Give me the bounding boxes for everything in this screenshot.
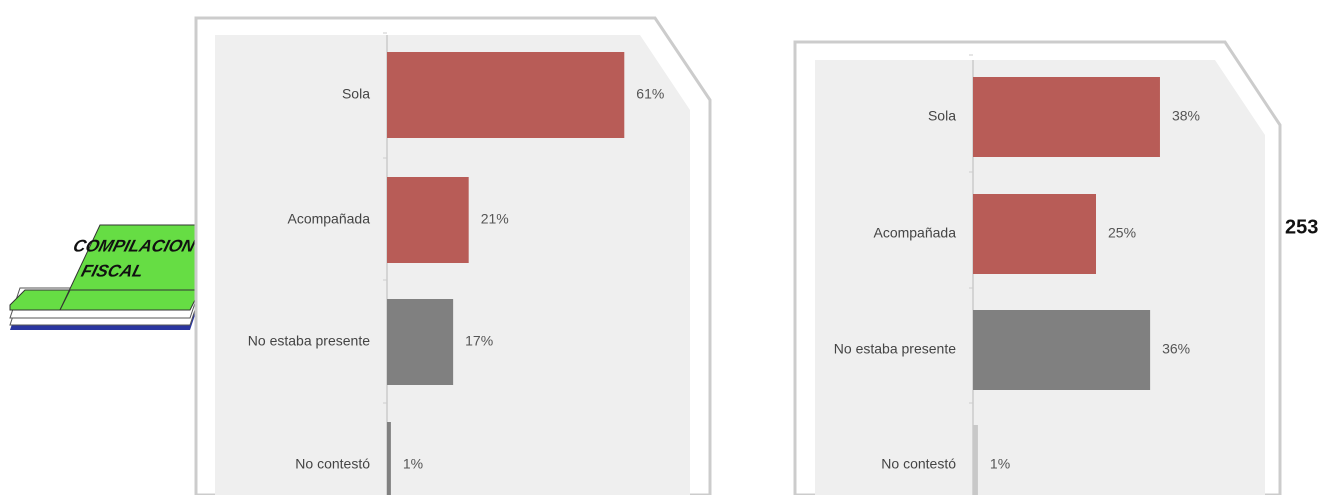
bar [387, 422, 391, 495]
page-number: 253 [1285, 216, 1318, 238]
bar [973, 77, 1160, 157]
logo: COMPILACION FISCAL [9, 224, 201, 330]
category-label: Sola [342, 86, 370, 102]
logo-text: COMPILACION [71, 236, 198, 256]
category-label: No estaba presente [834, 341, 956, 357]
bar [387, 299, 454, 385]
category-label: No estaba presente [248, 333, 370, 349]
value-label: 17% [465, 333, 493, 349]
bar [973, 310, 1151, 390]
value-label: 21% [481, 211, 509, 227]
value-label: 1% [403, 456, 423, 472]
value-label: 1% [990, 456, 1010, 472]
panel [215, 35, 690, 495]
logo-text: FISCAL [79, 261, 146, 281]
bar [387, 177, 469, 263]
value-label: 38% [1172, 108, 1200, 124]
value-label: 25% [1108, 225, 1136, 241]
category-label: Sola [928, 108, 956, 124]
value-label: 36% [1162, 341, 1190, 357]
bar [973, 194, 1096, 274]
category-label: No contestó [295, 456, 370, 472]
panel [815, 60, 1265, 495]
category-label: Acompañada [287, 211, 370, 227]
bar [973, 425, 978, 495]
category-label: No contestó [881, 456, 956, 472]
category-label: Acompañada [873, 225, 956, 241]
bar [387, 52, 625, 138]
value-label: 61% [636, 86, 664, 102]
